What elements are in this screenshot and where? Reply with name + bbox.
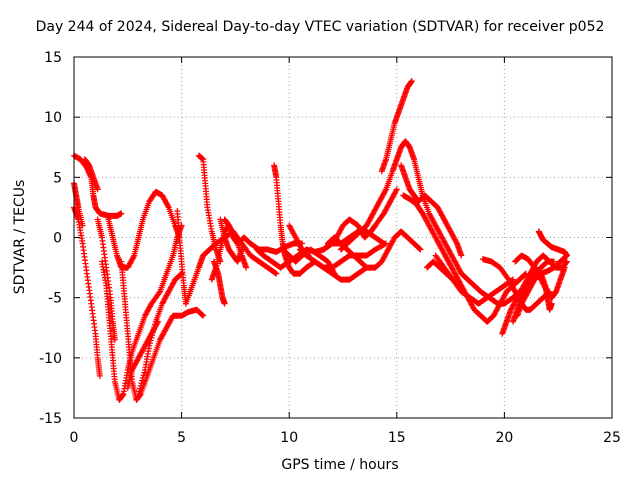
data-point xyxy=(141,369,148,376)
data-point xyxy=(200,312,207,319)
data-point xyxy=(449,276,456,283)
data-point xyxy=(563,258,570,265)
x-axis-label: GPS time / hours xyxy=(281,457,399,473)
x-tick-label: 10 xyxy=(280,430,298,446)
data-point xyxy=(304,251,311,258)
data-point xyxy=(273,270,280,277)
series-arc20 xyxy=(279,246,338,277)
data-point xyxy=(199,312,206,319)
data-point xyxy=(151,324,158,331)
x-tick-label: 0 xyxy=(70,430,79,446)
data-point xyxy=(135,390,142,397)
data-point xyxy=(417,246,424,253)
series-arc23 xyxy=(320,186,400,253)
data-point xyxy=(238,246,245,253)
series-arc6 xyxy=(98,222,185,403)
data-point xyxy=(408,78,415,85)
data-point xyxy=(150,326,157,333)
data-point xyxy=(393,187,400,194)
axis-ticks: 0 5 10 15 20 25 -15 -10 -5 0 5 10 15 xyxy=(39,50,621,446)
chart-title: Day 244 of 2024, Sidereal Day-to-day VTE… xyxy=(35,19,605,35)
data-point xyxy=(548,300,555,307)
data-point xyxy=(140,372,147,379)
gridlines xyxy=(74,57,612,418)
data-point xyxy=(563,252,570,259)
series-arc22 xyxy=(286,222,312,259)
series-arc28 xyxy=(400,192,529,325)
data-point xyxy=(272,269,279,276)
data-point xyxy=(381,241,388,248)
y-tick-label: 5 xyxy=(53,170,62,186)
data-point xyxy=(138,380,145,387)
series-arc2 xyxy=(71,204,103,379)
y-tick-label: 10 xyxy=(44,110,62,126)
y-tick-label: -10 xyxy=(39,351,62,367)
series-arc17 xyxy=(221,216,306,255)
data-point xyxy=(96,372,103,379)
series-arc13 xyxy=(182,228,280,307)
x-tick-label: 20 xyxy=(495,430,513,446)
series-arc4 xyxy=(81,156,101,193)
series-arc30 xyxy=(423,258,456,283)
data-point xyxy=(146,342,153,349)
series-arc37 xyxy=(535,228,570,259)
data-point xyxy=(243,264,250,271)
data-point xyxy=(147,337,154,344)
data-point xyxy=(561,264,568,271)
series-arc7 xyxy=(105,188,183,271)
data-point xyxy=(305,252,312,259)
y-tick-label: -15 xyxy=(39,411,62,427)
series-arc8 xyxy=(118,258,207,403)
data-point xyxy=(164,203,171,210)
data-point xyxy=(147,340,154,347)
series-arc5 xyxy=(94,216,118,343)
y-axis-label: SDTVAR / TECUs xyxy=(12,179,28,295)
data-point xyxy=(152,321,159,328)
data-point xyxy=(94,186,101,193)
data-point xyxy=(221,300,228,307)
data-point xyxy=(137,382,144,389)
data-point xyxy=(393,186,400,193)
data-point xyxy=(382,187,389,194)
data-point xyxy=(136,385,143,392)
data-point xyxy=(149,332,156,339)
data-point xyxy=(139,374,146,381)
data-point xyxy=(118,210,125,217)
plot-area xyxy=(71,78,570,403)
series-arc16 xyxy=(217,216,245,265)
series-arc25 xyxy=(337,138,523,307)
x-tick-label: 25 xyxy=(603,430,621,446)
data-point xyxy=(136,388,143,395)
data-point xyxy=(178,270,185,277)
data-point xyxy=(148,334,155,341)
y-tick-label: 0 xyxy=(53,231,62,247)
x-tick-label: 5 xyxy=(177,430,186,446)
y-tick-label: 15 xyxy=(44,50,62,66)
series-arc15 xyxy=(210,258,228,307)
series-arc26 xyxy=(378,78,415,175)
data-point xyxy=(130,253,137,260)
data-point xyxy=(458,252,465,259)
y-tick-label: -5 xyxy=(48,291,62,307)
data-point xyxy=(156,289,163,296)
series-arc10 xyxy=(135,270,185,397)
series-arc27 xyxy=(398,162,465,259)
data-point xyxy=(416,245,423,252)
data-point xyxy=(522,271,529,278)
data-point xyxy=(149,329,156,336)
data-point xyxy=(453,239,460,246)
data-point xyxy=(550,258,557,265)
plot-frame xyxy=(73,56,613,419)
data-point xyxy=(111,336,118,343)
x-tick-label: 15 xyxy=(388,430,406,446)
data-point xyxy=(79,222,86,229)
data-point xyxy=(383,240,390,247)
series-arc36 xyxy=(531,264,555,313)
data-point xyxy=(139,377,146,384)
data-point xyxy=(449,275,456,282)
